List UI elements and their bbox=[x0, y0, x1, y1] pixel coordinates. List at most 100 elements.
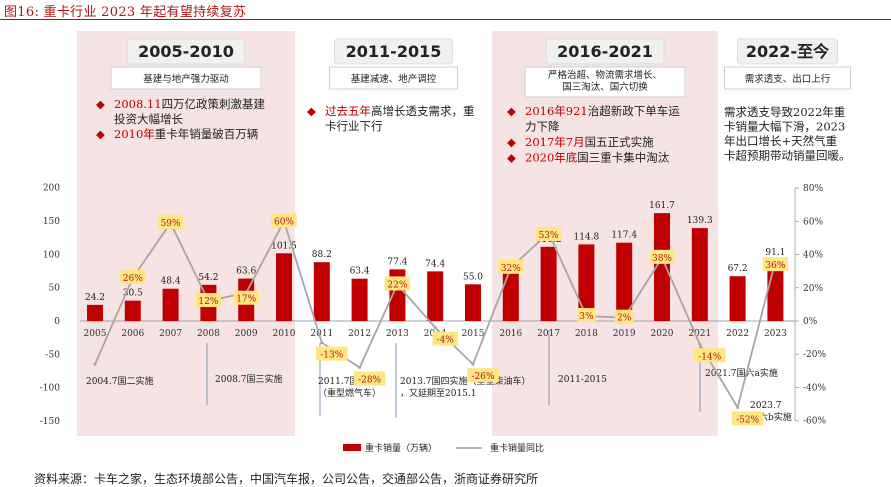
period-panel-1 bbox=[77, 31, 295, 436]
x-category-label: 2013 bbox=[386, 329, 409, 339]
right-axis-tick-label: 60% bbox=[803, 217, 823, 227]
event-annotation-1: 2004.7国二实施 bbox=[86, 375, 154, 387]
right-axis-tick-label: -20% bbox=[803, 350, 826, 360]
left-axis-tick-label: 150 bbox=[43, 217, 60, 227]
bar-2022 bbox=[729, 276, 746, 321]
period-title-box-4 bbox=[737, 38, 838, 65]
yoy-label-box-2016 bbox=[498, 259, 524, 274]
bar-2021 bbox=[691, 228, 708, 321]
right-axis-tick-label: 20% bbox=[803, 284, 823, 294]
period-3-bullet-line-3: 2017年7月国五正式实施 bbox=[525, 135, 654, 149]
yoy-label-2022: -52% bbox=[736, 415, 759, 425]
period-1-bullet-line-3: 2010年重卡年销量破百万辆 bbox=[114, 127, 258, 141]
bar-value-label-2019: 117.4 bbox=[611, 231, 637, 241]
bar-2018 bbox=[578, 244, 595, 321]
left-axis-tick-label: -50 bbox=[46, 350, 61, 360]
period-3-bullet-line-2: 力下降 bbox=[525, 120, 560, 134]
yoy-label-2017: 53% bbox=[539, 231, 559, 241]
period-4-bullet-line-4: 卡超预期带动销量回暖。 bbox=[724, 149, 851, 163]
period-subtitle-box-2 bbox=[329, 66, 458, 90]
yoy-label-2009: 17% bbox=[236, 295, 256, 305]
bar-value-label-2022: 67.2 bbox=[728, 264, 748, 274]
event-annotation-6: 2021.7国六a实施 bbox=[705, 367, 778, 379]
bar-value-label-2012: 63.4 bbox=[350, 267, 370, 277]
x-category-label: 2021 bbox=[688, 329, 711, 339]
yoy-label-2012: -28% bbox=[358, 376, 381, 386]
period-2-bullet-line-1: 过去五年高增长透支需求，重 bbox=[325, 104, 475, 118]
bar-value-label-2020: 161.7 bbox=[649, 201, 675, 211]
right-axis-tick-label: -60% bbox=[803, 417, 826, 427]
x-category-label: 2005 bbox=[84, 329, 107, 339]
period-title-2: 2011-2015 bbox=[346, 42, 442, 61]
period-title-box-3 bbox=[545, 38, 665, 65]
bar-value-label-2014: 74.4 bbox=[425, 259, 445, 269]
period-subtitle-box-3 bbox=[524, 66, 686, 98]
bar-value-label-2015: 55.0 bbox=[463, 272, 483, 282]
bar-2012 bbox=[351, 278, 368, 321]
left-axis-tick-label: 200 bbox=[43, 184, 60, 194]
period-subtitle-box-1 bbox=[110, 66, 262, 90]
bar-value-label-2011: 88.2 bbox=[312, 250, 332, 260]
yoy-point-2011 bbox=[320, 341, 324, 345]
period-title-3: 2016-2021 bbox=[557, 42, 653, 61]
yoy-point-2021 bbox=[698, 342, 702, 346]
bar-value-label-2018: 114.8 bbox=[574, 232, 600, 242]
left-axis-tick-label: 50 bbox=[49, 284, 61, 294]
right-axis-tick-label: 80% bbox=[803, 184, 823, 194]
yoy-label-2018: 3% bbox=[579, 312, 594, 322]
bullet-segment: 卡销量大幅下滑，2023 bbox=[724, 120, 845, 134]
yoy-label-2006: 26% bbox=[123, 274, 143, 284]
yoy-label-box-2008 bbox=[195, 293, 221, 308]
yoy-label-2020: 38% bbox=[652, 254, 672, 264]
left-axis-tick-label: 0 bbox=[54, 317, 60, 327]
bar-2019 bbox=[616, 242, 633, 321]
bar-value-label-2010: 101.5 bbox=[271, 241, 297, 251]
event-annotation-4: 2013.7国四实施（重型柴油车） bbox=[400, 375, 531, 387]
event-annotation-4: ，又延期至2015.1 bbox=[400, 387, 477, 399]
left-axis-tick-label: -150 bbox=[40, 417, 60, 427]
yoy-label-2014: -4% bbox=[437, 336, 455, 346]
period-3-bullet-line-1: 2016年921治超新政下单车运 bbox=[525, 104, 680, 118]
bullet-segment: 重卡年销量破百万辆 bbox=[155, 127, 259, 141]
yoy-label-2010: 60% bbox=[274, 217, 294, 227]
x-category-label: 2015 bbox=[462, 329, 485, 339]
x-category-label: 2008 bbox=[197, 329, 220, 339]
yoy-label-2007: 59% bbox=[161, 219, 181, 229]
yoy-point-2012 bbox=[358, 366, 362, 370]
bullet-segment: 2020年底 bbox=[525, 151, 578, 165]
bar-2016 bbox=[502, 272, 519, 321]
period-1-bullet-line-1: 2008.11四万亿政策刺激基建 bbox=[114, 97, 266, 111]
yoy-label-box-2006 bbox=[120, 269, 146, 284]
figure-title: 图16: 重卡行业 2023 年起有望持续复苏 bbox=[4, 5, 247, 20]
bullet-segment: 年出口增长+天然气重 bbox=[724, 134, 837, 148]
yoy-point-2005 bbox=[93, 362, 97, 366]
yoy-label-box-2018 bbox=[577, 308, 596, 323]
x-category-label: 2007 bbox=[159, 329, 182, 339]
bar-value-label-2008: 54.2 bbox=[198, 273, 218, 283]
bullet-segment: 2017年7月 bbox=[525, 135, 585, 149]
yoy-label-2019: 2% bbox=[617, 314, 632, 324]
bar-2020 bbox=[654, 213, 670, 321]
period-title-1: 2005-2010 bbox=[138, 42, 234, 61]
period-subtitle-4-1: 需求透支、出口上行 bbox=[745, 73, 831, 85]
bar-2015 bbox=[465, 284, 481, 321]
period-title-4: 2022-至今 bbox=[746, 42, 829, 61]
bar-2011 bbox=[313, 262, 330, 321]
period-2-bullet-line-2: 卡行业下行 bbox=[325, 119, 383, 133]
bullet-segment: 2010年 bbox=[114, 127, 155, 141]
yoy-label-2008: 12% bbox=[198, 297, 218, 307]
period-4-bullet-line-3: 年出口增长+天然气重 bbox=[724, 134, 837, 148]
bullet-diamond-icon: ◆ bbox=[307, 104, 316, 118]
bullet-diamond-icon: ◆ bbox=[96, 127, 105, 141]
bar-2007 bbox=[162, 288, 179, 321]
x-category-label: 2022 bbox=[726, 329, 749, 339]
yoy-point-2022 bbox=[736, 405, 740, 409]
bullet-segment: 过去五年 bbox=[325, 104, 371, 118]
yoy-label-box-2019 bbox=[614, 309, 634, 324]
event-annotation-7: 2023.7 bbox=[750, 401, 782, 411]
yoy-label-box-2013 bbox=[384, 276, 410, 291]
bar-value-label-2021: 139.3 bbox=[687, 216, 713, 226]
x-category-label: 2016 bbox=[499, 329, 522, 339]
yoy-label-2011: -13% bbox=[320, 351, 343, 361]
